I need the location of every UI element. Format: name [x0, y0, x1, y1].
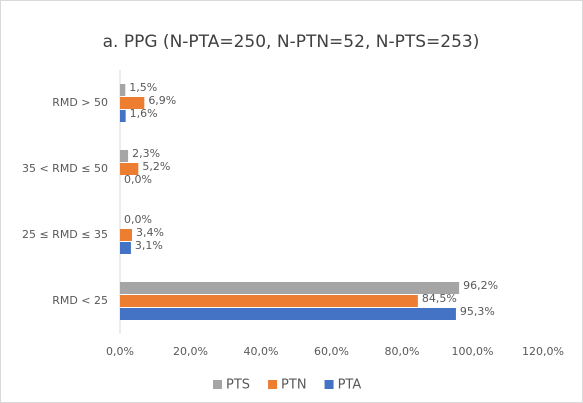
x-tick-label: 60,0% — [314, 345, 349, 358]
value-label: 3,1% — [135, 239, 163, 252]
legend-label: PTN — [281, 378, 307, 393]
value-label: 5,2% — [142, 160, 170, 173]
bar — [120, 163, 139, 175]
x-tick-label: 0,0% — [106, 345, 134, 358]
bar — [120, 97, 145, 109]
bar — [120, 84, 126, 96]
y-tick-label: 25 ≤ RMD ≤ 35 — [22, 228, 108, 241]
x-tick-label: 20,0% — [173, 345, 208, 358]
bar — [120, 150, 129, 162]
bar — [120, 308, 456, 320]
x-tick-label: 120,0% — [522, 345, 564, 358]
value-label: 1,5% — [129, 81, 157, 94]
value-label: 6,9% — [148, 94, 176, 107]
bar — [120, 295, 418, 307]
y-tick-label: RMD > 50 — [52, 96, 108, 109]
legend-swatch — [324, 380, 334, 389]
x-tick-label: 80,0% — [385, 345, 420, 358]
bar — [120, 282, 460, 294]
y-tick-label: 35 < RMD ≤ 50 — [22, 162, 108, 175]
bar — [120, 242, 131, 254]
value-label: 0,0% — [124, 213, 152, 226]
value-label: 3,4% — [136, 226, 164, 239]
legend-label: PTS — [226, 378, 250, 393]
value-label: 1,6% — [130, 107, 158, 120]
value-label: 0,0% — [124, 173, 152, 186]
value-label: 96,2% — [463, 279, 498, 292]
value-label: 95,3% — [460, 305, 495, 318]
legend-label: PTA — [338, 378, 362, 393]
legend-swatch — [268, 380, 278, 389]
value-label: 84,5% — [422, 292, 457, 305]
chart-title: a. PPG (N-PTA=250, N-PTN=52, N-PTS=253) — [103, 32, 480, 52]
x-tick-label: 40,0% — [244, 345, 279, 358]
value-label: 2,3% — [132, 147, 160, 160]
bar — [120, 110, 126, 122]
legend-swatch — [213, 380, 222, 389]
bar — [120, 229, 132, 241]
x-tick-label: 100,0% — [452, 345, 494, 358]
y-tick-label: RMD < 25 — [52, 294, 108, 307]
